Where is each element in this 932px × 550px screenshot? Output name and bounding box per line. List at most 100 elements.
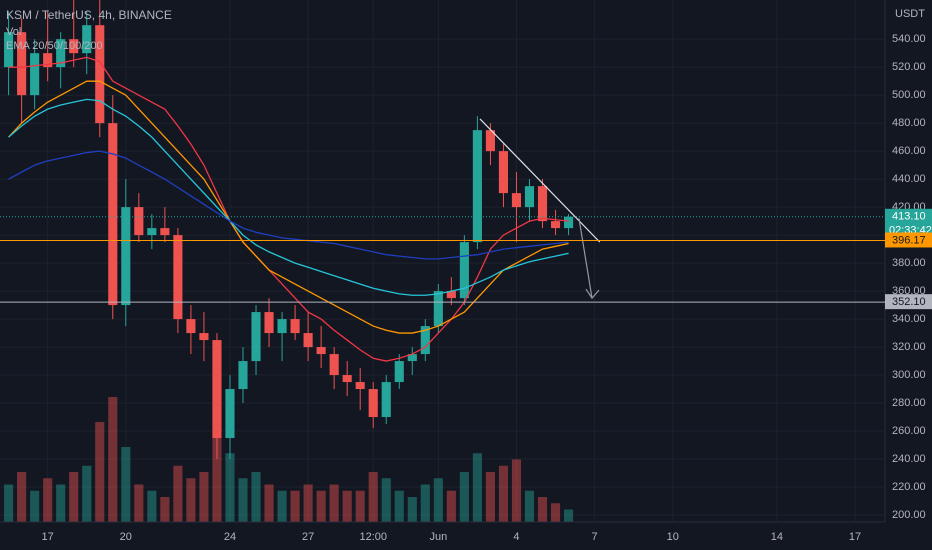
candle-body <box>355 382 365 390</box>
candle-body <box>433 291 443 327</box>
volume-bar <box>524 490 535 522</box>
y-tick-label: 540.00 <box>892 33 926 45</box>
volume-bar <box>498 465 509 522</box>
legend-item: Vol <box>6 26 21 38</box>
volume-bar <box>290 490 300 522</box>
candle-body <box>394 361 404 383</box>
y-tick-label: 320.00 <box>892 341 926 353</box>
y-tick-label: 200.00 <box>892 509 926 521</box>
candle-body <box>420 326 430 355</box>
volume-bar <box>108 397 118 522</box>
volume-bar <box>95 422 105 522</box>
unit-label: USDT <box>895 8 925 20</box>
arrow <box>578 218 593 299</box>
candle-body <box>524 186 535 208</box>
ema-line <box>8 56 569 362</box>
candle-body <box>472 130 482 243</box>
x-tick-label: 27 <box>302 531 314 543</box>
candle-body <box>121 207 131 306</box>
candle-body <box>277 319 287 334</box>
volume-bar <box>472 453 482 522</box>
volume-bar <box>511 459 522 522</box>
candle-body <box>82 25 92 54</box>
candle-body <box>446 291 456 299</box>
volume-bar <box>238 478 248 522</box>
volume-bar <box>17 472 27 522</box>
candle-body <box>160 228 170 236</box>
price-tag-label: 413.10 <box>892 211 926 223</box>
volume-bar <box>316 490 326 522</box>
candle-body <box>147 228 157 236</box>
volume-bar <box>212 434 222 522</box>
x-tick-label: Jun <box>429 531 447 543</box>
candle-body <box>108 123 118 306</box>
volume-bar <box>537 497 548 522</box>
volume-bar <box>134 484 144 522</box>
candle-body <box>95 25 105 124</box>
y-tick-label: 460.00 <box>892 145 926 157</box>
volume-bar <box>30 490 40 522</box>
candle-body <box>485 130 495 152</box>
x-tick-label: 10 <box>667 531 679 543</box>
volume-bar <box>160 497 170 522</box>
y-tick-label: 520.00 <box>892 61 926 73</box>
volume-bar <box>303 484 313 522</box>
volume-bar <box>121 447 131 522</box>
volume-bar <box>225 453 235 522</box>
volume-bar <box>251 472 261 522</box>
ema-line <box>8 98 569 296</box>
candle-body <box>381 382 391 418</box>
x-tick-label: 14 <box>771 531 783 543</box>
candle-body <box>212 340 222 439</box>
arrow-head <box>585 288 600 300</box>
candle-body <box>563 216 574 229</box>
candle-body <box>459 242 469 299</box>
volume-bar <box>563 509 574 522</box>
candle-body <box>316 347 326 355</box>
candle-body <box>342 375 352 383</box>
volume-bar <box>43 478 53 522</box>
y-tick-label: 380.00 <box>892 257 926 269</box>
candle-body <box>238 361 248 390</box>
legend-item: EMA 20/50/100/200 <box>6 40 103 52</box>
x-tick-label: 20 <box>120 531 132 543</box>
y-tick-label: 340.00 <box>892 313 926 325</box>
candle-body <box>511 193 522 208</box>
volume-bar <box>420 484 430 522</box>
candle-body <box>303 333 313 348</box>
price-tag <box>885 232 932 248</box>
y-tick-label: 260.00 <box>892 425 926 437</box>
volume-bar <box>342 490 352 522</box>
volume-bar <box>368 472 378 522</box>
x-tick-label: 4 <box>513 531 519 543</box>
y-tick-label: 280.00 <box>892 397 926 409</box>
x-tick-label: 7 <box>592 531 598 543</box>
y-tick-label: 440.00 <box>892 173 926 185</box>
candle-body <box>134 207 144 236</box>
y-tick-label: 360.00 <box>892 285 926 297</box>
volume-bar <box>69 472 79 522</box>
y-tick-label: 240.00 <box>892 453 926 465</box>
price-tag-label: 396.17 <box>892 234 926 246</box>
volume-bar <box>173 465 183 522</box>
price-tag-label: 352.10 <box>892 296 926 308</box>
candle-body <box>199 333 209 341</box>
chart-title: KSM / TetherUS, 4h, BINANCE <box>6 8 172 22</box>
y-tick-label: 220.00 <box>892 481 926 493</box>
volume-bar <box>433 478 443 522</box>
candle-body <box>407 354 417 362</box>
candle-body <box>264 312 274 334</box>
ema-line <box>8 150 569 260</box>
volume-bar <box>56 484 66 522</box>
candle-body <box>43 53 53 68</box>
candle-body <box>368 389 378 418</box>
candle-body <box>17 32 27 96</box>
x-tick-label: 12:00 <box>359 531 387 543</box>
volume-bar <box>147 490 157 522</box>
volume-bar <box>199 472 209 522</box>
candle-body <box>251 312 261 362</box>
volume-bar <box>264 484 274 522</box>
candle-body <box>4 32 14 68</box>
candle-body <box>69 39 79 54</box>
